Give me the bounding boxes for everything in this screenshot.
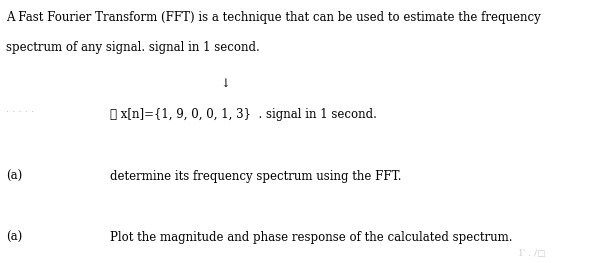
Text: determine its frequency spectrum using the FFT.: determine its frequency spectrum using t… bbox=[110, 170, 402, 183]
Text: ↓: ↓ bbox=[221, 76, 231, 89]
Text: ∴ x[n]={1, 9, 0, 0, 1, 3}  . signal in 1 second.: ∴ x[n]={1, 9, 0, 0, 1, 3} . signal in 1 … bbox=[110, 108, 377, 121]
Text: · · · · ·: · · · · · bbox=[6, 108, 34, 117]
Text: A Fast Fourier Transform (FFT) is a technique that can be used to estimate the f: A Fast Fourier Transform (FFT) is a tech… bbox=[6, 11, 541, 23]
Text: spectrum of any signal. signal in 1 second.: spectrum of any signal. signal in 1 seco… bbox=[6, 41, 260, 54]
Text: Plot the magnitude and phase response of the calculated spectrum.: Plot the magnitude and phase response of… bbox=[110, 231, 513, 244]
Text: I’ . /□: I’ . /□ bbox=[519, 249, 546, 258]
Text: (a): (a) bbox=[6, 170, 22, 183]
Text: (a): (a) bbox=[6, 231, 22, 244]
